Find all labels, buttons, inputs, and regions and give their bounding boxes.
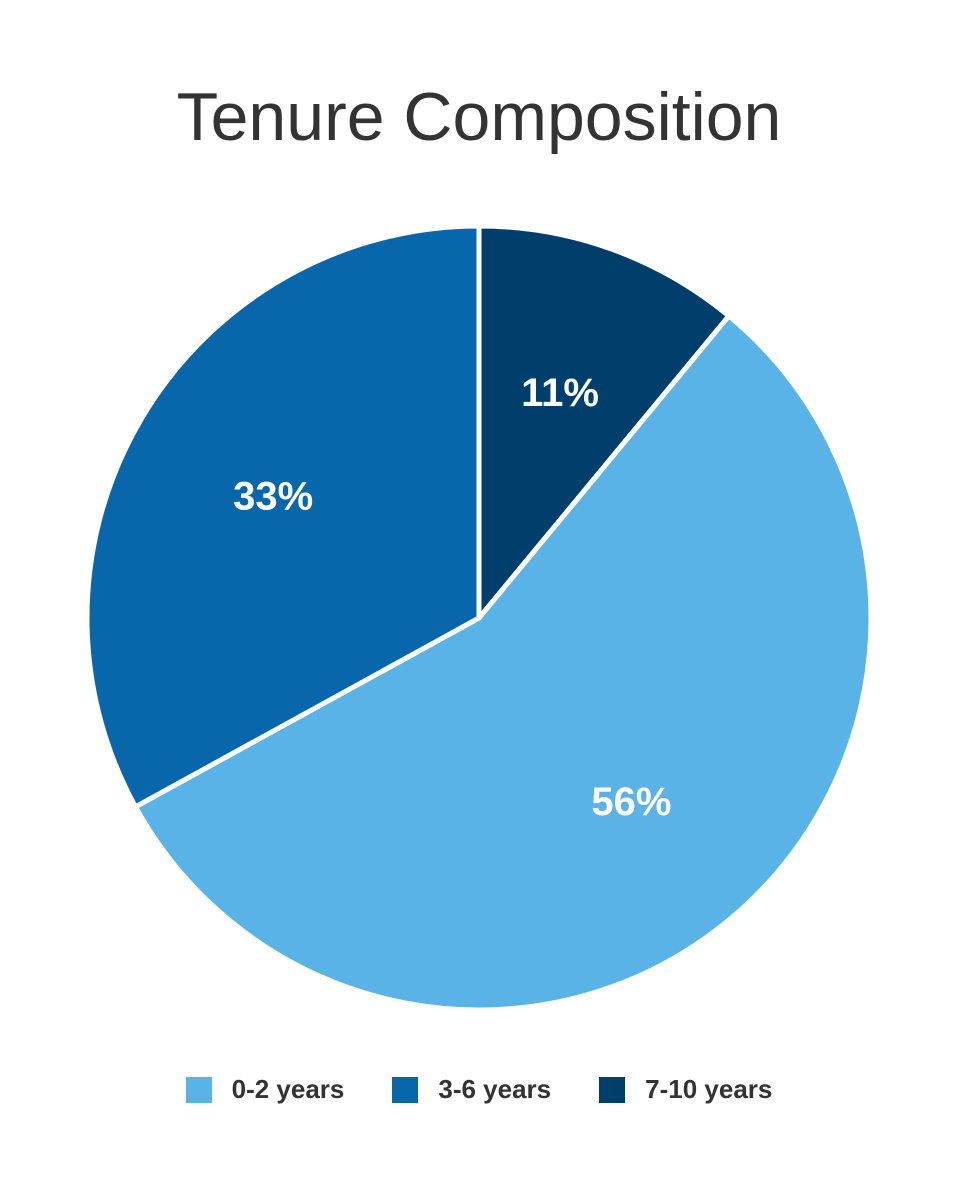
legend-swatch-7-10-years — [599, 1076, 626, 1103]
pie-slice-3-6-years — [84, 223, 482, 810]
legend: 0-2 years 3-6 years 7-10 years — [0, 1074, 958, 1105]
chart-title: Tenure Composition — [176, 79, 782, 155]
legend-label-7-10-years: 7-10 years — [645, 1074, 773, 1104]
slice-value-label-0-2-years: 56% — [591, 780, 671, 824]
pie-slice-7-10-years — [476, 223, 732, 621]
legend-label-0-2-years: 0-2 years — [231, 1074, 345, 1104]
pie-slice-0-2-years — [132, 313, 874, 1013]
legend-item-7-10-years: 7-10 years — [599, 1074, 772, 1105]
legend-swatch-3-6-years — [392, 1076, 419, 1103]
legend-item-3-6-years: 3-6 years — [392, 1074, 551, 1105]
legend-label-3-6-years: 3-6 years — [438, 1074, 552, 1104]
slice-value-label-7-10-years: 11% — [521, 371, 599, 415]
legend-swatch-0-2-years — [185, 1076, 212, 1103]
legend-item-0-2-years: 0-2 years — [185, 1074, 345, 1105]
slice-value-label-3-6-years: 33% — [233, 474, 313, 518]
